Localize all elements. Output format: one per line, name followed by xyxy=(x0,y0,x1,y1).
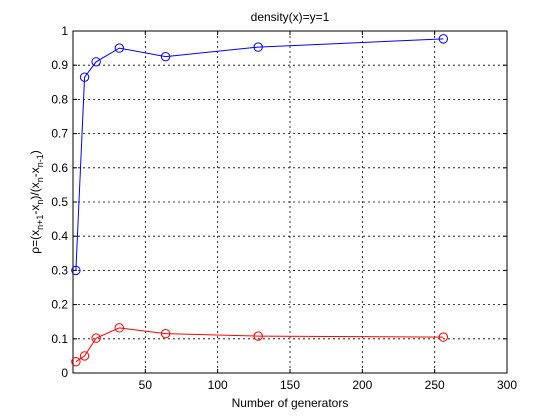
data-point xyxy=(160,328,171,339)
y-tick-label: 0.7 xyxy=(51,127,68,141)
x-tick-label: 200 xyxy=(352,378,372,392)
x-tick-label: 300 xyxy=(497,378,517,392)
data-point xyxy=(253,331,263,341)
y-tick-label: 0.8 xyxy=(51,92,68,106)
data-point xyxy=(438,34,449,44)
series-layer xyxy=(71,34,449,367)
y-tick-label: 0.1 xyxy=(51,332,68,346)
y-label-part: n+1 xyxy=(35,215,45,230)
data-point xyxy=(160,51,171,62)
y-tick-label: 0.3 xyxy=(51,263,68,277)
data-point xyxy=(91,333,101,343)
y-tick-label: 0.2 xyxy=(51,298,68,312)
y-label-part: -x xyxy=(28,167,42,177)
y-label-part: n-1 xyxy=(35,154,45,167)
x-tick-label: 50 xyxy=(139,378,153,392)
y-tick-label: 0.9 xyxy=(51,58,68,72)
y-label-part: ) xyxy=(28,150,42,154)
data-point xyxy=(253,42,263,52)
svg-text:ρ=(xn+1-xn)/(xn-xn-1): ρ=(xn+1-xn)/(xn-xn-1) xyxy=(28,150,45,254)
x-axis-label: Number of generators xyxy=(232,396,349,410)
y-label-part: n xyxy=(35,177,45,182)
grid xyxy=(73,31,507,373)
y-label-part: n xyxy=(35,200,45,205)
data-point xyxy=(91,57,101,67)
y-tick-label: 0.5 xyxy=(51,195,68,209)
data-point xyxy=(438,332,449,342)
x-tick-label: 250 xyxy=(425,378,445,392)
axis-ticks: 50 100 150 200 250 300 0 0.1 0.2 0.3 0.4 0.5 0.6 0.7 0… xyxy=(51,24,517,392)
y-tick-label: 0.4 xyxy=(51,229,68,243)
y-label-part: -x xyxy=(28,205,42,215)
data-point xyxy=(114,323,124,333)
series-line xyxy=(75,38,444,271)
y-axis-label: ρ=(xn+1-xn)/(xn-xn-1) xyxy=(28,150,45,254)
data-point xyxy=(71,265,81,276)
data-point xyxy=(71,357,81,367)
data-point xyxy=(114,43,124,53)
x-tick-label: 150 xyxy=(280,378,300,392)
data-point xyxy=(79,72,90,82)
y-tick-label: 0 xyxy=(61,366,68,380)
y-tick-label: 1 xyxy=(61,24,68,38)
x-tick-label: 100 xyxy=(208,378,228,392)
y-tick-label: 0.6 xyxy=(51,161,68,175)
y-label-part: )/(x xyxy=(28,182,42,199)
series-line xyxy=(75,327,444,363)
chart-title: density(x)=y=1 xyxy=(251,10,330,24)
y-label-part: ρ=(x xyxy=(28,230,42,254)
data-point xyxy=(79,351,90,361)
